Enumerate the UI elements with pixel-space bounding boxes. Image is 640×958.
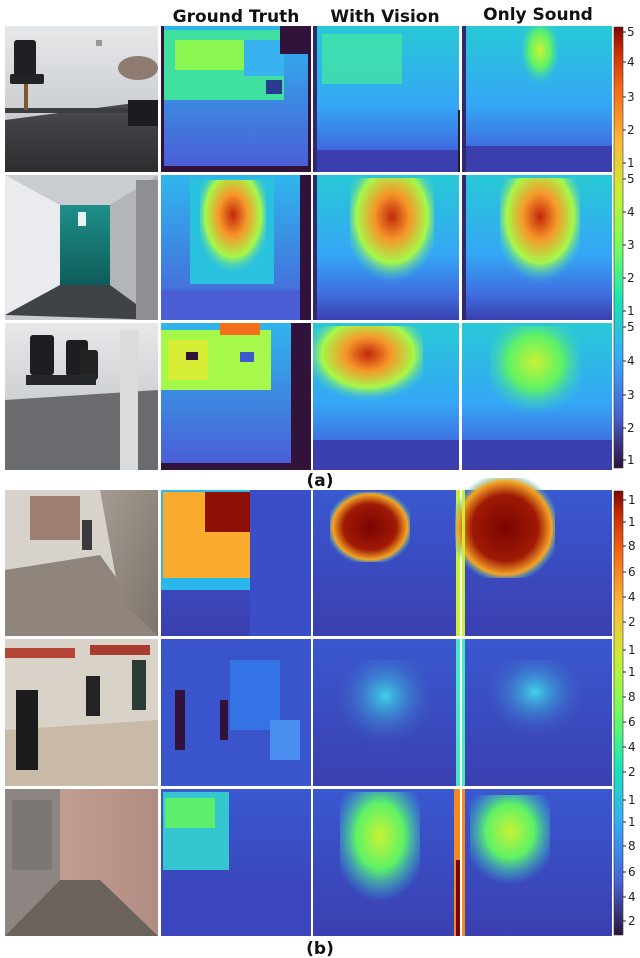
- colorbar-b-tick-7: 1: [628, 643, 636, 657]
- colorbar-b-tick-8: 1: [628, 665, 636, 679]
- ground-truth-depth: [161, 26, 311, 172]
- panel-label-a: (a): [306, 471, 333, 491]
- with-vision-depth: [313, 323, 459, 470]
- colorbar-b-tick-16: 6: [628, 865, 636, 879]
- ground-truth-depth: [161, 789, 311, 936]
- colorbar-b-tick-18: 2: [628, 914, 636, 928]
- colorbar-a-tick-2: 4: [627, 55, 635, 69]
- with-vision-depth: [313, 789, 460, 936]
- colorbar-a-tick-7: 4: [627, 205, 635, 219]
- colorbar-b-tick-10: 6: [628, 715, 636, 729]
- colorbar-a-tick-14: 2: [627, 421, 635, 435]
- colorbar-b-tick-4: 6: [628, 565, 636, 579]
- colorbar-b-tick-3: 8: [628, 539, 636, 553]
- colorbar-a-tick-9: 2: [627, 271, 635, 285]
- ground-truth-depth: [161, 175, 311, 320]
- rgb-image: [5, 490, 158, 636]
- only-sound-depth: [462, 175, 612, 320]
- colorbar-b: 1 1 8 6 4 2 1 1 8 6 4 2 1 1 8 6 4 2: [613, 490, 636, 936]
- with-vision-depth: [313, 26, 460, 172]
- colorbar-b-tick-9: 8: [628, 690, 636, 704]
- colorbar-b-tick-2: 1: [628, 515, 636, 529]
- ground-truth-depth: [161, 490, 311, 636]
- colorbar-a-tick-4: 2: [627, 123, 635, 137]
- colorbar-b-tick-14: 1: [628, 815, 636, 829]
- rgb-image: [5, 789, 158, 936]
- colorbar-a-tick-11: 5: [627, 320, 635, 334]
- colorbar-a: 5 4 3 2 1 5 4 3 2 1 5 4 3 2 1: [613, 25, 635, 469]
- panel-b-row-2: [5, 639, 612, 786]
- rgb-image: [5, 639, 158, 786]
- column-header-only-sound: Only Sound: [483, 5, 593, 25]
- colorbar-a-tick-15: 1: [627, 453, 635, 467]
- colorbar-a-tick-3: 3: [627, 90, 635, 104]
- panel-b-row-3: [5, 789, 612, 936]
- colorbar-b-tick-11: 4: [628, 740, 636, 754]
- colorbar-a-tick-1: 5: [627, 25, 635, 39]
- rgb-image: [5, 26, 158, 172]
- with-vision-depth: [313, 639, 460, 786]
- only-sound-depth: [462, 26, 612, 172]
- ground-truth-depth: [161, 323, 311, 470]
- only-sound-depth: [462, 789, 612, 936]
- ground-truth-depth: [161, 639, 311, 786]
- colorbar-b-tick-13: 1: [628, 793, 636, 807]
- colorbar-b-tick-5: 4: [628, 590, 636, 604]
- column-header-ground-truth: Ground Truth: [173, 7, 300, 27]
- colorbar-b-tick-6: 2: [628, 615, 636, 629]
- column-header-with-vision: With Vision: [330, 7, 439, 27]
- colorbar-a-tick-8: 3: [627, 238, 635, 252]
- rgb-image: [5, 175, 158, 320]
- panel-a-row-3: [5, 323, 612, 470]
- colorbar-a-tick-10: 1: [627, 304, 635, 318]
- only-sound-depth: [462, 323, 612, 470]
- with-vision-depth: [313, 490, 460, 636]
- only-sound-depth: [462, 639, 612, 786]
- colorbar-b-tick-12: 2: [628, 765, 636, 779]
- colorbar-b-tick-15: 8: [628, 839, 636, 853]
- panel-a-row-1: [5, 26, 612, 172]
- panel-label-b: (b): [306, 939, 334, 958]
- only-sound-depth: [455, 478, 612, 636]
- panel-b-row-1: [5, 478, 612, 636]
- colorbar-b-tick-1: 1: [628, 493, 636, 507]
- rgb-image: [5, 323, 158, 470]
- colorbar-a-tick-5: 1: [627, 156, 635, 170]
- colorbar-b-tick-17: 4: [628, 890, 636, 904]
- colorbar-a-tick-12: 4: [627, 354, 635, 368]
- panel-a-row-2: [5, 175, 612, 320]
- with-vision-depth: [313, 175, 459, 320]
- colorbar-a-tick-6: 5: [627, 172, 635, 186]
- colorbar-a-tick-13: 3: [627, 388, 635, 402]
